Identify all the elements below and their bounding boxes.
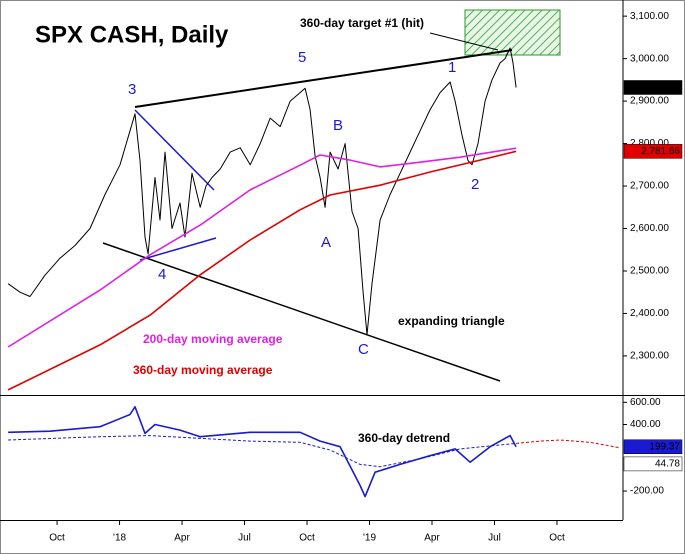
y-tick-label: 2,600.00 (630, 223, 669, 234)
y-tick-label: 400.00 (630, 419, 661, 430)
pointer (429, 32, 499, 51)
trendline (134, 109, 215, 191)
wave-label: 4 (158, 266, 166, 283)
x-tick-label: Apr (174, 533, 190, 544)
value-marker (623, 456, 683, 472)
wave-label: 5 (298, 49, 306, 66)
y-tick-label: 2,400.00 (630, 308, 669, 319)
value-marker (623, 439, 683, 455)
x-tick-label: Jul (488, 533, 501, 544)
trendline (134, 49, 513, 108)
annotation: 360-day target #1 (hit) (300, 16, 424, 30)
wave-label: A (321, 234, 331, 251)
wave-label: 3 (128, 81, 136, 98)
chart-title: SPX CASH, Daily (35, 21, 229, 48)
value-marker-label: 44.78 (655, 459, 680, 470)
wave-label: 1 (448, 59, 456, 76)
y-tick-label: 2,300.00 (630, 351, 669, 362)
y-tick-label: -200.00 (630, 486, 664, 497)
x-tick-label: Apr (424, 533, 440, 544)
x-tick-label: Jul (238, 533, 251, 544)
y-tick-label: 3,100.00 (630, 11, 669, 22)
series-label: 360-day detrend (358, 431, 450, 445)
y-tick-label: 3,000.00 (630, 53, 669, 64)
series-line (7, 47, 517, 336)
series-line (516, 439, 621, 449)
series-line (8, 406, 517, 498)
x-tick-label: '18 (113, 533, 126, 544)
y-tick-label: 2,900.00 (630, 96, 669, 107)
trendline (139, 237, 217, 261)
series-line (7, 147, 517, 348)
wave-label: C (358, 341, 369, 358)
value-marker (623, 80, 683, 95)
target-zone (464, 9, 561, 56)
value-marker-label: 2,781.66 (641, 146, 680, 157)
series-label: 200-day moving average (143, 332, 283, 346)
value-marker-label: 2,932.05 (641, 82, 680, 93)
x-tick-label: Oct (299, 533, 315, 544)
wave-label: 2 (471, 176, 479, 193)
y-tick-label: 2,800.00 (630, 138, 669, 149)
value-marker (623, 144, 683, 159)
wave-label: B (333, 117, 343, 134)
annotation: expanding triangle (398, 314, 505, 328)
x-tick-label: Oct (549, 533, 565, 544)
trendline (102, 242, 501, 382)
value-marker-label: 199.37 (649, 441, 680, 452)
x-tick-label: Oct (49, 533, 65, 544)
series-label: 360-day moving average (133, 363, 273, 377)
series-line (7, 150, 517, 391)
series-line (8, 435, 517, 468)
y-tick-label: 600.00 (630, 397, 661, 408)
y-tick-label: 2,500.00 (630, 266, 669, 277)
x-tick-label: '19 (363, 533, 376, 544)
y-tick-label: 2,700.00 (630, 181, 669, 192)
